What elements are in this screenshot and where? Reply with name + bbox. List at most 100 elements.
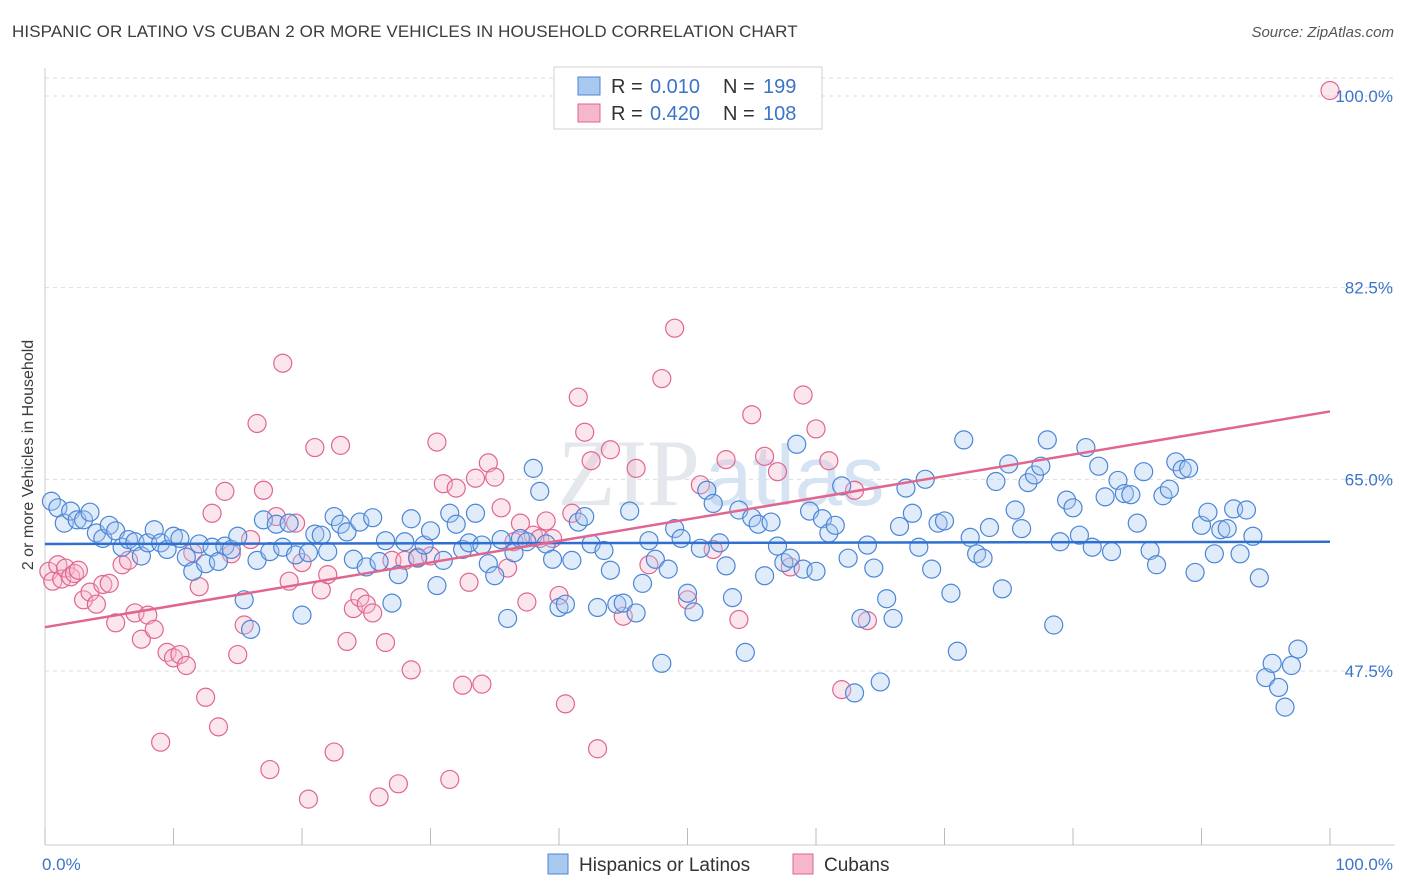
pts-blue-point-90 — [620, 501, 640, 521]
legend-n-value-2: 108 — [763, 103, 796, 125]
pts-pink-point-28 — [202, 503, 222, 523]
bottom-legend-swatch-pink — [792, 853, 814, 875]
pts-blue-point-141 — [947, 641, 967, 661]
pts-pink-point-105 — [806, 419, 826, 439]
pts-blue-point-130 — [877, 589, 897, 609]
pts-blue-point-140 — [941, 583, 961, 603]
pts-pink-point-37 — [260, 759, 280, 780]
pts-pink-point-68 — [459, 572, 479, 592]
pts-blue-point-128 — [864, 558, 884, 578]
pts-blue-point-98 — [671, 528, 691, 549]
pts-blue-point-156 — [1044, 615, 1064, 635]
pts-pink-point-73 — [491, 498, 511, 518]
pts-blue-point-142 — [954, 430, 974, 450]
pts-pink-point-29 — [208, 717, 229, 737]
pts-blue-point-160 — [1069, 525, 1090, 545]
pts-blue-point-85 — [587, 597, 608, 618]
pts-pink-point-20 — [151, 732, 171, 752]
legend: R = 0.010 N = 199 R = 0.420 N = 108 — [553, 66, 823, 130]
pts-pink-point-19 — [144, 619, 164, 639]
pts-pink-point-91 — [626, 458, 646, 478]
pts-pink-point-104 — [793, 385, 813, 405]
legend-swatch-blue — [577, 76, 601, 96]
pts-blue-point-147 — [986, 471, 1006, 492]
pts-blue-point-108 — [735, 642, 755, 662]
pts-pink-point-47 — [324, 742, 344, 762]
x-tick-label-0: 0.0% — [42, 855, 81, 874]
pts-blue-point-134 — [902, 503, 922, 523]
pts-pink-point-64 — [433, 474, 453, 494]
axis-ticks: 47.5% 65.0% 82.5% 100.0% 0.0% 100.0% — [42, 87, 1393, 874]
chart-title: HISPANIC OR LATINO VS CUBAN 2 OR MORE VE… — [12, 22, 798, 41]
pts-blue-point-31 — [241, 619, 261, 639]
pts-blue-point-42 — [311, 525, 331, 545]
trend-line-cubans — [44, 410, 1331, 629]
pts-blue-point-100 — [684, 602, 704, 622]
pts-blue-point-183 — [1217, 519, 1237, 539]
bottom-legend-cubans: Cubans — [824, 855, 890, 876]
trend-lines — [44, 410, 1331, 629]
pts-blue-point-181 — [1204, 544, 1224, 564]
x-tick-label-1: 100.0% — [1335, 855, 1393, 874]
pts-blue-point-139 — [934, 511, 955, 531]
pts-pink-point-83 — [555, 694, 576, 714]
pts-pink-point-77 — [517, 592, 537, 612]
pts-blue-point-87 — [600, 560, 621, 580]
pts-blue-point-122 — [825, 515, 845, 535]
pts-pink-point-17 — [131, 629, 151, 649]
pts-blue-point-60 — [427, 575, 447, 596]
legend-swatch-pink — [577, 103, 601, 123]
pts-blue-point-97 — [665, 519, 685, 539]
pts-pink-point-89 — [600, 440, 621, 460]
legend-r-value-1: 0.010 — [650, 76, 700, 98]
pts-blue-point-180 — [1198, 502, 1218, 522]
pts-pink-point-49 — [337, 631, 357, 652]
pts-pink-point-11 — [93, 574, 113, 595]
pts-blue-point-165 — [1101, 542, 1122, 562]
pts-blue-point-150 — [1005, 500, 1025, 520]
pts-pink-point-44 — [305, 437, 325, 458]
pts-blue-point-126 — [851, 608, 871, 629]
pts-blue-point-182 — [1211, 520, 1231, 540]
pts-pink-point-39 — [273, 353, 293, 373]
pts-pink-point-55 — [375, 632, 396, 653]
y-tick-label-2: 82.5% — [1345, 279, 1393, 298]
pts-blue-point-137 — [922, 559, 942, 579]
pts-pink-point-27 — [196, 687, 216, 707]
pts-blue-point-55 — [395, 532, 415, 552]
pts-blue-point-152 — [1018, 473, 1038, 493]
pts-blue-point-56 — [401, 509, 421, 529]
pts-blue-point-174 — [1159, 479, 1179, 499]
pts-pink-point-94 — [665, 318, 685, 338]
pts-blue-point-62 — [440, 503, 460, 523]
pts-pink-point-7 — [68, 560, 89, 580]
pts-blue-point-48 — [350, 512, 370, 532]
pts-blue-point-103 — [703, 493, 723, 514]
pts-blue-point-186 — [1236, 500, 1257, 520]
pts-blue-point-6 — [80, 502, 100, 522]
pts-blue-point-91 — [626, 603, 646, 623]
pts-pink-point-72 — [485, 467, 505, 487]
pts-blue-point-80 — [555, 594, 576, 614]
pts-blue-point-112 — [761, 512, 781, 532]
pts-blue-point-193 — [1281, 655, 1302, 676]
pts-pink-point-93 — [652, 368, 672, 389]
pts-blue-point-131 — [883, 608, 903, 629]
pts-pink-point-10 — [86, 594, 107, 614]
pts-pink-point-50 — [343, 598, 363, 619]
pts-blue-point-116 — [787, 434, 807, 454]
pts-pink-point-65 — [440, 769, 460, 790]
pts-blue-point-83 — [575, 506, 595, 527]
pts-pink-point-86 — [575, 422, 595, 442]
pts-blue-point-106 — [722, 588, 743, 608]
pts-blue-point-124 — [838, 548, 858, 568]
pts-pink-point-57 — [388, 774, 408, 794]
pts-blue-point-68 — [478, 554, 498, 574]
pts-blue-point-145 — [973, 548, 993, 568]
pts-blue-point-158 — [1056, 490, 1077, 510]
pts-blue-point-93 — [639, 531, 659, 551]
pts-blue-point-50 — [363, 508, 383, 528]
pts-blue-point-178 — [1185, 562, 1205, 583]
pts-blue-point-172 — [1146, 555, 1167, 575]
